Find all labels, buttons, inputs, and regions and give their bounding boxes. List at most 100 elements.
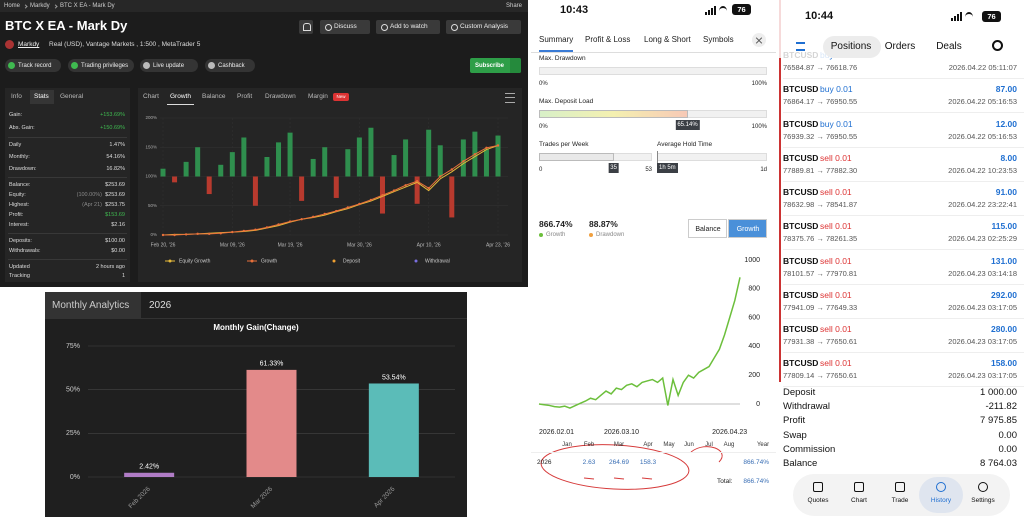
- gauge-label: Max. Drawdown: [539, 55, 586, 62]
- growth-point: [161, 233, 165, 237]
- chart-tab[interactable]: Balance: [202, 93, 226, 100]
- y-tick-label: 1000: [744, 257, 760, 264]
- daily-bar: [414, 176, 420, 204]
- stats-tab[interactable]: Profit & Loss: [585, 35, 631, 44]
- button-label[interactable]: Discuss: [334, 23, 357, 30]
- bar: [124, 472, 175, 477]
- toggle-button[interactable]: Growth: [728, 219, 767, 238]
- daily-bar: [218, 164, 224, 177]
- growth-point: [369, 198, 373, 202]
- table-cell: 264.69: [609, 459, 629, 466]
- stats-separator: [8, 233, 127, 234]
- stat-label: Monthly:: [9, 154, 30, 160]
- x-tick-label: Feb 20, '26: [151, 242, 176, 248]
- trade-side: sell 0.01: [820, 152, 852, 163]
- subscribe-button[interactable]: Subscribe: [470, 58, 521, 73]
- bar-value-label: 61.33%: [260, 361, 284, 368]
- user-avatar: [5, 40, 14, 49]
- account-info: Real (USD), Vantage Markets , 1:500 , Me…: [49, 41, 201, 48]
- tab-active: [45, 292, 141, 318]
- button-label[interactable]: Custom Analysis: [460, 23, 509, 30]
- drawdown-total: 88.87%: [589, 219, 618, 229]
- nav-icon[interactable]: [936, 482, 946, 492]
- stats-tab[interactable]: Summary: [539, 35, 574, 44]
- stats-tab[interactable]: Long & Short: [644, 35, 691, 44]
- wifi-icon: [965, 12, 973, 22]
- user-link[interactable]: Markdy: [18, 41, 40, 48]
- nav-label[interactable]: Chart: [851, 497, 867, 504]
- nav-icon[interactable]: [978, 482, 988, 492]
- stats-tab[interactable]: Stats: [34, 93, 49, 100]
- history-tab[interactable]: Orders: [884, 41, 916, 52]
- chart-tab[interactable]: Drawdown: [265, 93, 296, 100]
- nav-label[interactable]: Settings: [971, 497, 995, 504]
- chart-tab[interactable]: Profit: [237, 93, 253, 100]
- trade-profit: 91.00: [995, 187, 1017, 197]
- trade-profit: 87.00: [995, 84, 1017, 95]
- header-overlay: [779, 0, 1024, 58]
- action-button[interactable]: Discuss: [320, 20, 370, 34]
- daily-bar: [252, 176, 258, 206]
- chart-tab[interactable]: Margin: [308, 93, 328, 100]
- badge: Live update: [140, 59, 198, 72]
- sort-icon[interactable]: [796, 42, 805, 51]
- nav-icon[interactable]: [813, 482, 823, 492]
- annotation-dash: [583, 477, 595, 480]
- toggle-label[interactable]: Balance: [695, 226, 721, 233]
- x-tick-label: Mar 09, '26: [220, 242, 245, 248]
- y-tick-label: 200%: [145, 115, 157, 120]
- clock-icon[interactable]: [992, 40, 1003, 51]
- row-divider: [783, 352, 1024, 353]
- gauge-max: 100%: [751, 124, 767, 130]
- stat-label: Tracking: [9, 273, 30, 279]
- button-icon: [325, 24, 332, 31]
- history-tab[interactable]: Deals: [936, 41, 962, 52]
- stats-tab[interactable]: General: [60, 93, 84, 100]
- settings-icon[interactable]: [505, 93, 515, 103]
- chart-tab[interactable]: Chart: [143, 93, 159, 100]
- growth-point: [335, 209, 338, 213]
- stats-tab[interactable]: Info: [11, 93, 22, 100]
- y-tick-label: 25%: [66, 430, 80, 437]
- year-tab[interactable]: 2026: [149, 300, 172, 311]
- table-header: Aug: [723, 442, 735, 448]
- nav-icon[interactable]: [854, 482, 864, 492]
- close-button[interactable]: [752, 33, 766, 47]
- stat-value: 1: [121, 273, 125, 279]
- share-link[interactable]: Share: [505, 3, 522, 9]
- breadcrumb-item[interactable]: Home: [4, 3, 21, 9]
- toggle-button[interactable]: Balance: [688, 219, 727, 238]
- table-cell: 2.63: [582, 459, 596, 466]
- stats-tab[interactable]: Symbols: [703, 35, 734, 44]
- badge-icon: [208, 62, 215, 69]
- summary-label: Balance: [783, 458, 818, 469]
- stat-value: $153.69: [105, 212, 125, 218]
- growth-point: [196, 232, 199, 236]
- action-button[interactable]: Custom Analysis: [446, 20, 521, 34]
- edge-line: [779, 0, 781, 382]
- chart-tab[interactable]: Growth: [170, 93, 191, 100]
- badge: Trading privileges: [68, 59, 134, 72]
- row-divider: [783, 283, 1024, 285]
- monthly-panel: Monthly Analytics 2026 Monthly Gain(Change…: [45, 292, 467, 517]
- daily-bar: [333, 176, 339, 198]
- action-button[interactable]: Add to watch: [376, 20, 440, 34]
- summary-label: Swap: [783, 429, 807, 441]
- analytics-tab[interactable]: Monthly Analytics: [52, 300, 130, 311]
- summary-value: 7 975.85: [980, 415, 1017, 427]
- growth-point: [346, 206, 350, 209]
- x-tick-label: Apr 2026: [373, 485, 397, 509]
- row-total: 866.74%: [743, 459, 769, 466]
- toggle-label[interactable]: Growth: [736, 226, 760, 233]
- positions-pill: [823, 36, 881, 58]
- daily-bar: [322, 147, 328, 177]
- nav-label[interactable]: Trade: [891, 497, 909, 504]
- subscribe-label[interactable]: Subscribe: [475, 63, 505, 69]
- nav-label[interactable]: Quotes: [807, 497, 829, 504]
- nav-icon[interactable]: [895, 482, 905, 492]
- breadcrumb-item[interactable]: Markdy: [30, 3, 50, 9]
- button-label[interactable]: Add to watch: [390, 23, 428, 30]
- history-tab[interactable]: Positions: [830, 41, 872, 52]
- nav-label[interactable]: History: [930, 497, 952, 504]
- bar: [246, 369, 297, 477]
